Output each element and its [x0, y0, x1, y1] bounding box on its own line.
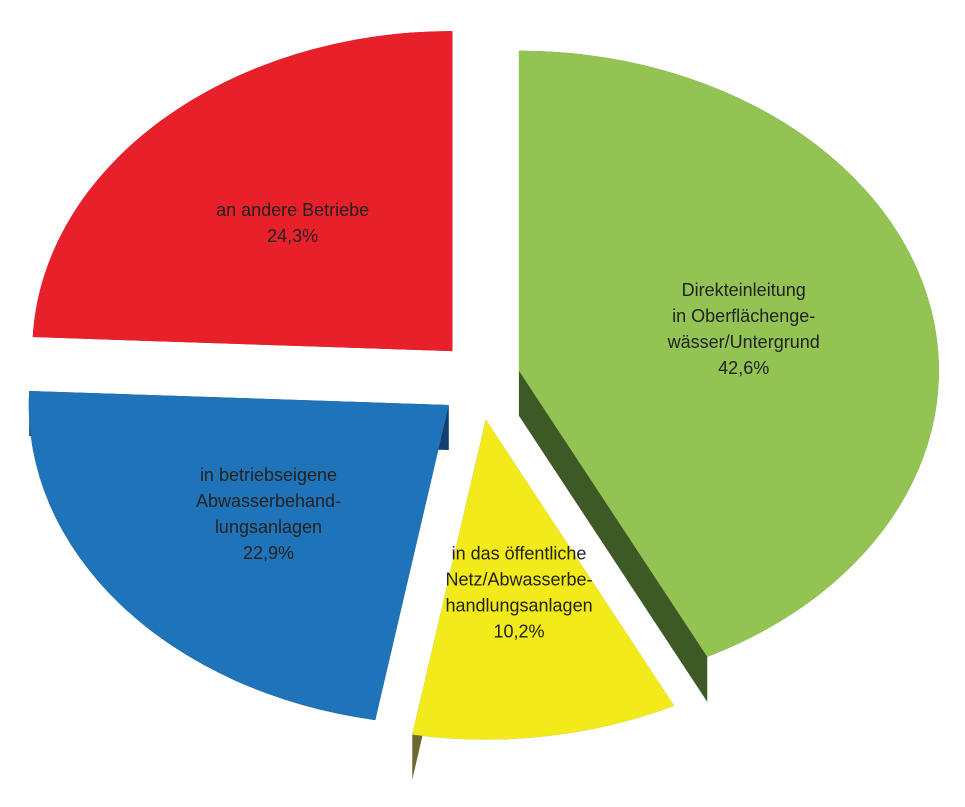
value-label: 10,2%: [494, 621, 545, 641]
value-label: 24,3%: [267, 226, 318, 246]
slice: [412, 419, 675, 740]
slice-label: in betriebseigene Abwasserbehand-lungsanl…: [196, 465, 341, 563]
slice-label: in das öffentliche Netz/Abwasserbe-handlu…: [445, 543, 592, 641]
label-line: Abwasserbehand-: [196, 491, 341, 511]
label-line: Netz/Abwasserbe-: [445, 569, 592, 589]
label-line: an andere Betriebe: [216, 200, 369, 220]
label-line: lungsanlagen: [215, 517, 322, 537]
slice: [28, 390, 449, 721]
value-label: 42,6%: [718, 358, 769, 378]
label-line: in das öffentliche: [452, 543, 587, 563]
value-label: 22,9%: [243, 543, 294, 563]
label-line: in Oberflächenge-: [672, 306, 815, 326]
slice-label: an andere Betriebe 24,3%: [216, 200, 369, 246]
slice-label: Direkteinleitung in Oberflächenge-wässer/…: [667, 280, 820, 378]
slice: [518, 50, 939, 657]
label-line: handlungsanlagen: [445, 595, 592, 615]
label-line: Direkteinleitung: [682, 280, 806, 300]
slice: [32, 31, 453, 352]
label-line: in betriebseigene: [200, 465, 337, 485]
label-line: wässer/Untergrund: [667, 332, 820, 352]
